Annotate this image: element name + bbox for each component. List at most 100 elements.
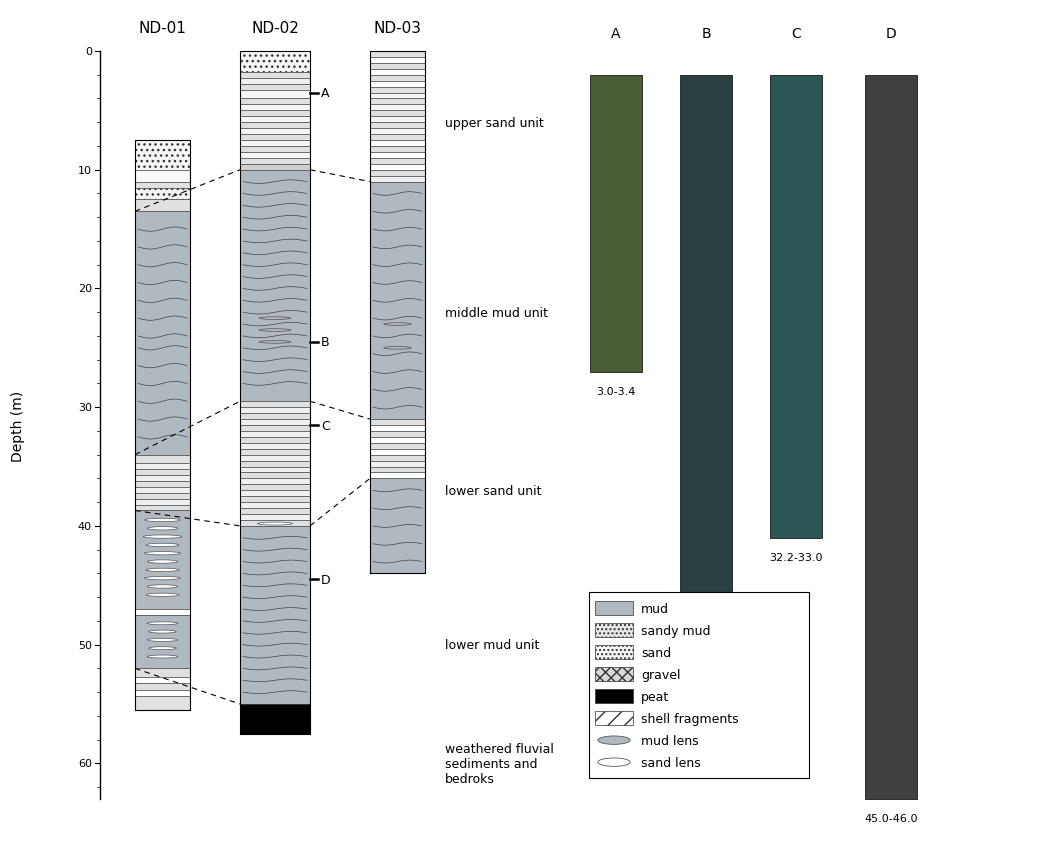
Bar [240,485,310,491]
Text: lower sand unit: lower sand unit [445,484,541,498]
Bar [370,129,425,135]
Bar [240,106,310,112]
Bar [240,170,310,402]
Text: D: D [321,573,331,586]
Bar [370,449,425,455]
Bar [370,170,425,176]
Bar [370,94,425,100]
Bar [595,711,632,725]
Ellipse shape [257,522,292,526]
Bar [370,64,425,70]
Bar [135,511,190,609]
Bar [240,147,310,153]
Bar [135,481,190,487]
Text: lower mud unit: lower mud unit [445,638,539,652]
Ellipse shape [259,341,291,344]
Bar [240,449,310,455]
Bar [240,461,310,467]
Bar [240,473,310,479]
Text: 50: 50 [78,640,92,650]
Bar [135,455,190,463]
Bar [370,467,425,473]
Bar [240,112,310,118]
Bar [240,455,310,461]
Bar [240,73,310,79]
Text: 40: 40 [78,521,92,532]
Ellipse shape [148,561,178,563]
Bar [590,76,642,372]
Text: 24.2-24.9: 24.2-24.9 [679,624,733,633]
Bar [370,100,425,106]
Bar [370,112,425,118]
Text: gravel: gravel [641,668,680,681]
Bar [240,425,310,431]
Bar [240,153,310,158]
Bar [370,147,425,153]
Text: 45.0-46.0: 45.0-46.0 [864,813,917,823]
Text: A: A [611,27,621,41]
Bar [240,164,310,170]
Bar [240,437,310,443]
Bar [240,408,310,413]
Text: 0: 0 [85,47,92,57]
Ellipse shape [597,736,630,745]
Bar [370,123,425,129]
Bar [240,497,310,503]
Bar [240,52,310,73]
Ellipse shape [149,630,176,633]
Bar [240,509,310,515]
Ellipse shape [148,585,178,589]
Bar [240,413,310,419]
Bar [370,58,425,64]
Bar [865,76,917,799]
Text: B: B [702,27,711,41]
Bar [370,76,425,82]
Bar [135,505,190,511]
Bar [240,527,310,705]
Text: Depth (m): Depth (m) [11,390,26,461]
Bar [135,182,190,188]
Bar [135,188,190,200]
Bar [135,676,190,682]
Text: sand lens: sand lens [641,756,701,769]
Bar [370,437,425,443]
Ellipse shape [145,519,181,522]
Bar [370,52,425,58]
Text: mud: mud [641,602,669,615]
Ellipse shape [146,594,179,596]
Bar [240,129,310,135]
Bar [135,212,190,455]
Bar [680,76,732,609]
Bar [240,521,310,527]
Bar [589,592,809,778]
Bar [240,100,310,106]
Text: peat: peat [641,690,670,703]
Bar [370,431,425,437]
Bar [135,141,190,170]
Ellipse shape [384,324,411,326]
Ellipse shape [384,347,411,349]
Ellipse shape [148,655,178,659]
Bar [240,479,310,485]
Bar [135,200,190,212]
Bar [370,118,425,123]
Bar [370,135,425,141]
Ellipse shape [149,647,176,650]
Text: ND-02: ND-02 [251,20,299,36]
Ellipse shape [146,544,179,547]
Ellipse shape [148,527,178,530]
Bar [135,682,190,690]
Ellipse shape [148,622,178,625]
Bar [370,153,425,158]
Bar [135,493,190,499]
Bar [135,669,190,676]
Bar [135,475,190,481]
Ellipse shape [144,535,182,538]
Bar [135,609,190,615]
Text: A: A [321,87,330,100]
Text: B: B [321,336,330,349]
Ellipse shape [145,552,181,556]
Bar [135,615,190,669]
Text: sand: sand [641,646,671,659]
Bar [370,82,425,88]
